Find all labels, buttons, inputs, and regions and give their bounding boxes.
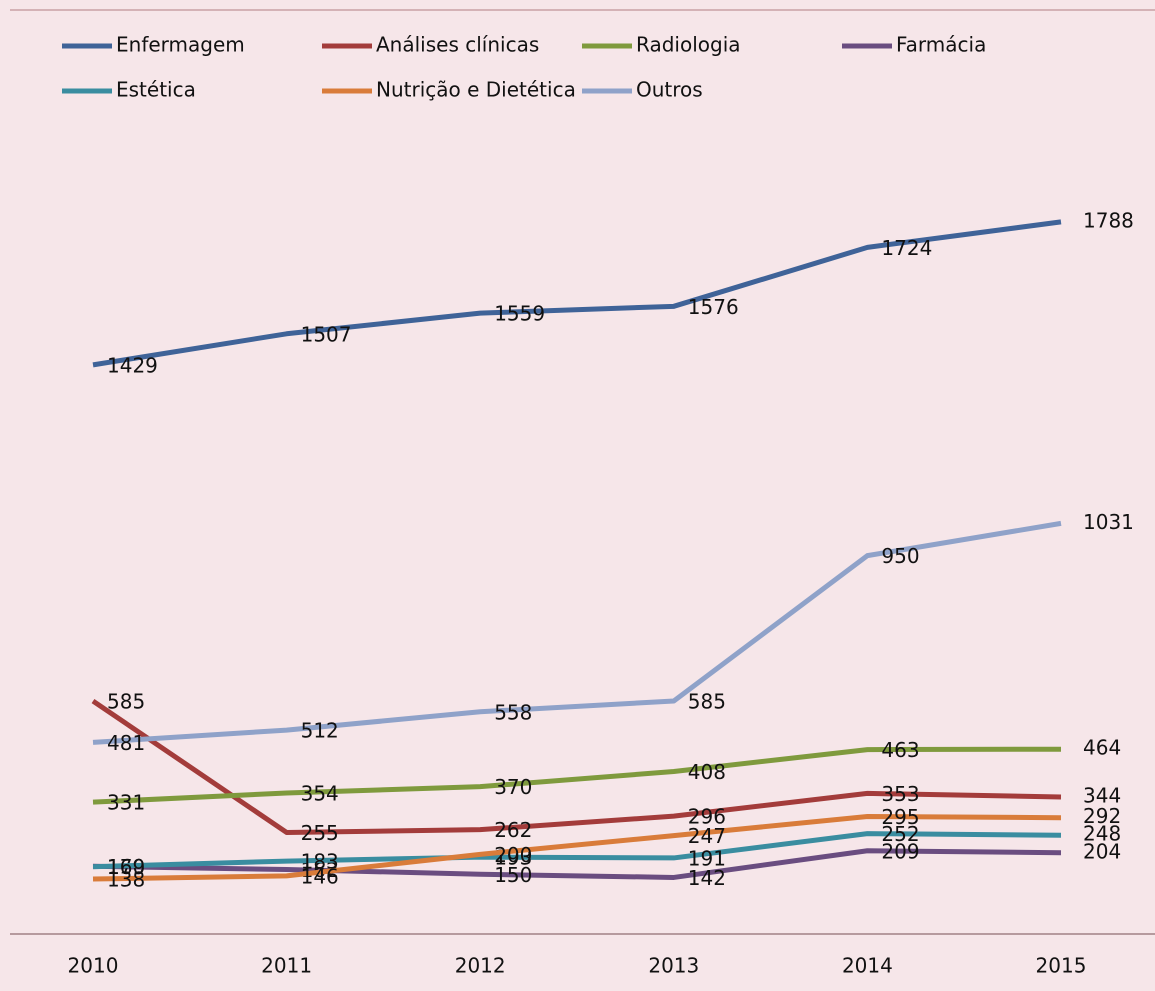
data-label: 247 (688, 824, 726, 848)
line-series (92, 520, 1062, 745)
legend-label: Radiologia (636, 33, 741, 57)
legend-label: Análises clínicas (376, 33, 539, 57)
x-tick-label: 2014 (842, 954, 893, 978)
data-label: 1724 (881, 236, 932, 260)
data-label: 464 (1083, 736, 1121, 760)
legend-label: Nutrição e Dietética (376, 78, 576, 102)
data-label: 248 (1083, 822, 1121, 846)
legend-label: Estética (116, 78, 196, 102)
data-label: 370 (494, 775, 532, 799)
line-series (91, 698, 1062, 835)
data-label: 481 (107, 731, 145, 755)
data-label: 463 (881, 738, 919, 762)
data-label: 295 (881, 805, 919, 829)
data-label: 585 (688, 690, 726, 714)
data-label: 344 (1083, 783, 1121, 807)
x-tick-label: 2013 (648, 954, 699, 978)
data-label: 950 (881, 544, 919, 568)
data-label: 138 (107, 868, 145, 892)
data-label: 353 (881, 782, 919, 806)
line-series (92, 746, 1062, 805)
legend-label: Farmácia (896, 33, 986, 57)
data-label: 1788 (1083, 208, 1134, 232)
data-label: 142 (688, 866, 726, 890)
data-label: 1507 (301, 322, 352, 346)
data-label: 1429 (107, 353, 158, 377)
legend-label: Outros (636, 78, 703, 102)
data-label: 558 (494, 700, 532, 724)
data-label: 1576 (688, 295, 739, 319)
data-label: 512 (301, 719, 339, 743)
x-tick-label: 2010 (68, 954, 119, 978)
data-label: 262 (494, 818, 532, 842)
data-label: 1559 (494, 302, 545, 326)
data-label: 209 (881, 839, 919, 863)
data-label: 252 (881, 822, 919, 846)
x-tick-label: 2015 (1036, 954, 1087, 978)
data-label: 146 (301, 864, 339, 888)
data-label: 1031 (1083, 510, 1134, 534)
data-label: 408 (688, 760, 726, 784)
line-series (92, 848, 1062, 880)
data-label: 255 (301, 821, 339, 845)
line-series (92, 219, 1062, 368)
legend-label: Enfermagem (116, 33, 245, 57)
data-label: 150 (494, 863, 532, 887)
data-label: 204 (1083, 839, 1121, 863)
data-label: 296 (688, 805, 726, 829)
data-label: 191 (688, 846, 726, 870)
data-label: 331 (107, 791, 145, 815)
line-series (92, 814, 1062, 882)
data-label: 169 (107, 855, 145, 879)
line-series (92, 831, 1062, 870)
data-label: 292 (1083, 804, 1121, 828)
data-label: 585 (107, 690, 145, 714)
x-tick-label: 2011 (261, 954, 312, 978)
x-tick-label: 2012 (455, 954, 506, 978)
data-label: 200 (494, 843, 532, 867)
data-label: 354 (301, 782, 339, 806)
